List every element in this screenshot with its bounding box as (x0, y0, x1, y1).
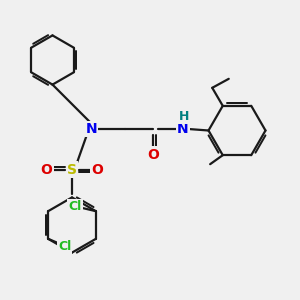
Text: O: O (40, 163, 52, 176)
Text: H: H (179, 110, 190, 123)
Text: Cl: Cl (68, 200, 82, 213)
Text: N: N (86, 122, 97, 136)
Text: O: O (147, 148, 159, 161)
Text: O: O (92, 163, 104, 176)
Text: N: N (177, 122, 189, 136)
Text: Cl: Cl (58, 240, 71, 253)
Text: S: S (67, 163, 77, 176)
